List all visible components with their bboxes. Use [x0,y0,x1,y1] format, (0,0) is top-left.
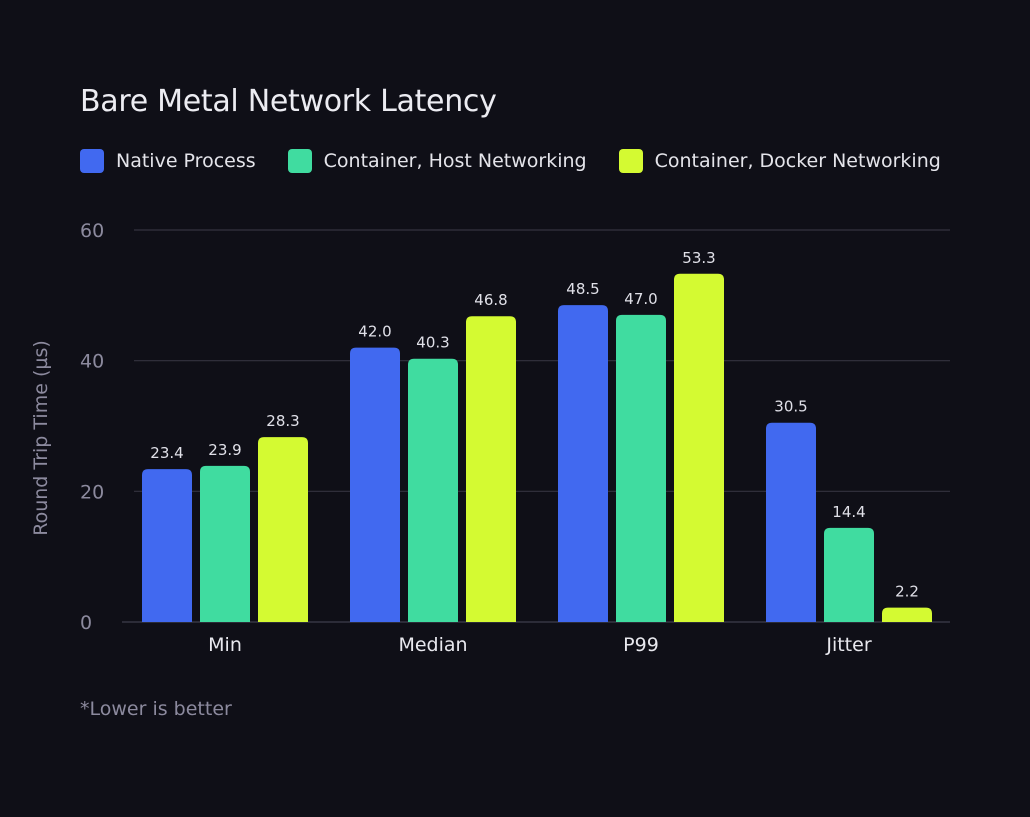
y-tick-label: 60 [80,220,104,242]
legend-label-container-host: Container, Host Networking [323,150,587,172]
y-tick-label: 40 [80,351,104,373]
data-label: 53.3 [682,249,715,267]
x-tick-label-jitter: Jitter [825,634,871,656]
chart-title: Bare Metal Network Latency [80,84,497,119]
legend-swatch-container-host [287,149,312,173]
data-label: 42.0 [358,323,391,341]
data-label: 48.5 [566,280,599,298]
bar-median-3 [466,316,516,622]
bar-jitter-3 [882,607,932,622]
legend-swatch-native-process [80,149,104,173]
bar-jitter-2 [824,527,874,622]
legend-item-container-docker: Container, Docker Networking [618,149,941,173]
striped-arrow-logo-icon [910,692,950,724]
x-tick-label-median: Median [398,634,467,656]
legend-label-native-process: Native Process [116,150,256,172]
bar-p99-3 [674,273,724,622]
bar-min-3 [258,437,308,622]
bar-min-2 [200,465,250,622]
footnote: *Lower is better [80,698,232,720]
data-label: 14.4 [832,503,865,521]
legend-item-container-host: Container, Host Networking [287,149,587,173]
y-axis-label: Round Trip Time (µs) [30,340,52,536]
bar-median-2 [408,358,458,622]
x-tick-label-p99: P99 [623,634,659,656]
legend-item-native-process: Native Process [80,149,256,173]
x-tick-label-min: Min [208,634,242,656]
data-label: 28.3 [266,412,299,430]
legend-label-container-docker: Container, Docker Networking [654,150,941,172]
bar-jitter-1 [766,422,816,622]
y-tick-label: 20 [80,481,104,503]
data-label: 2.2 [895,583,919,601]
legend: Native Process Container, Host Networkin… [80,149,941,173]
data-label: 23.9 [208,441,241,459]
bar-p99-1 [558,305,608,622]
bar-p99-2 [616,314,666,622]
bar-median-1 [350,347,400,622]
data-label: 40.3 [416,334,449,352]
data-label: 46.8 [474,291,507,309]
bar-min-1 [142,469,192,622]
legend-swatch-container-docker [618,149,643,173]
data-label: 30.5 [774,398,807,416]
data-label: 47.0 [624,290,657,308]
data-label: 23.4 [150,444,183,462]
y-tick-label: 0 [80,612,92,634]
